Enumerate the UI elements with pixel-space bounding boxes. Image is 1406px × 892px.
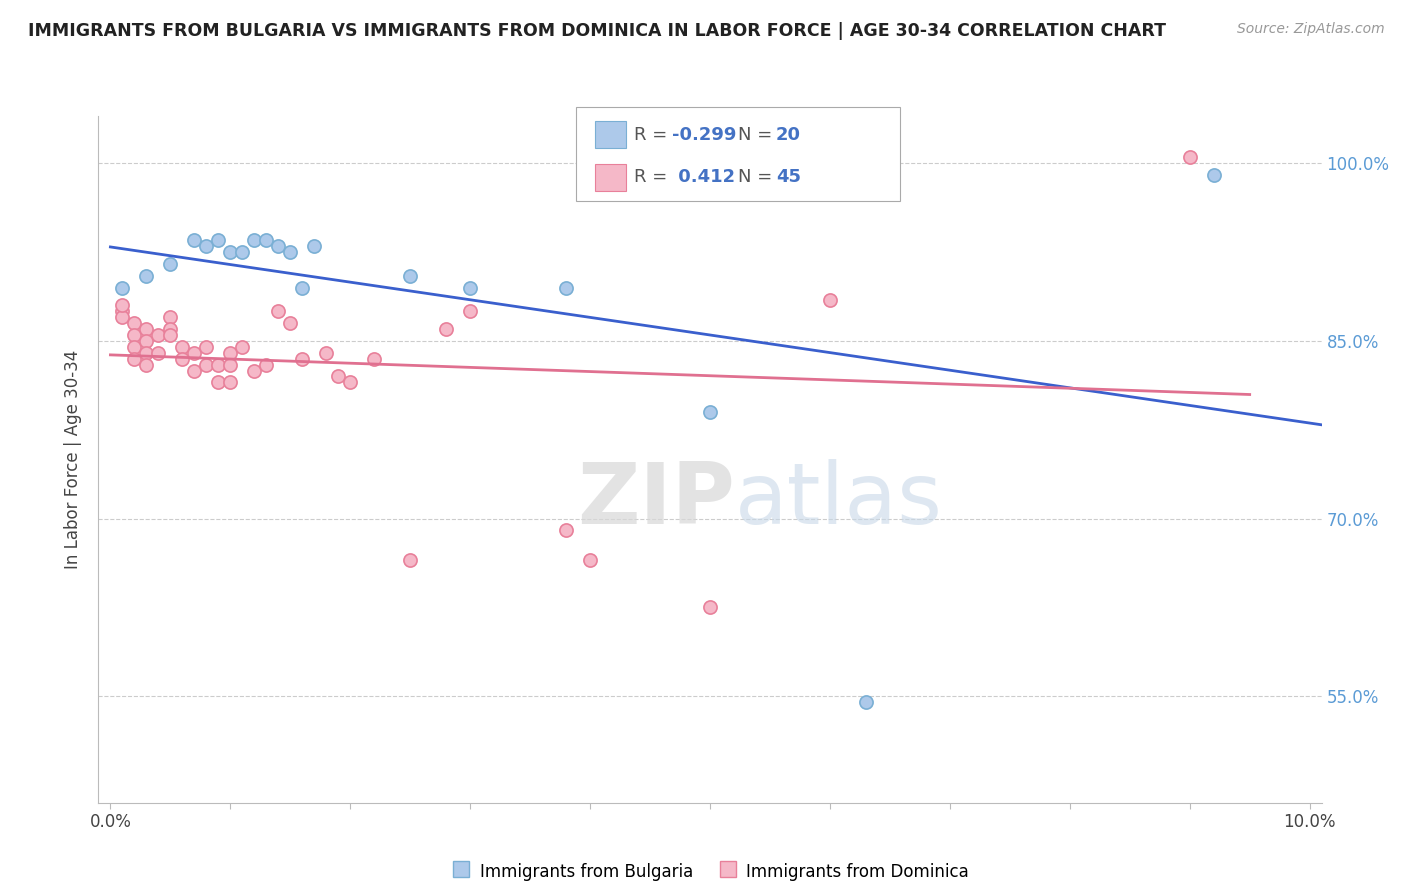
Point	[579, 553, 602, 567]
Point	[243, 233, 266, 247]
Point	[555, 524, 578, 538]
Point	[195, 340, 218, 354]
Point	[183, 363, 205, 377]
Text: 20: 20	[776, 126, 801, 144]
Point	[399, 268, 422, 283]
Point	[434, 322, 457, 336]
Point	[159, 328, 181, 343]
Point	[159, 322, 181, 336]
Point	[1178, 150, 1201, 164]
Point	[243, 363, 266, 377]
Point	[328, 369, 350, 384]
Point	[267, 239, 290, 253]
Point	[135, 268, 157, 283]
Point	[699, 600, 721, 615]
Point	[278, 245, 301, 260]
Point	[135, 358, 157, 372]
Point	[458, 281, 481, 295]
Point	[699, 405, 721, 419]
Text: Source: ZipAtlas.com: Source: ZipAtlas.com	[1237, 22, 1385, 37]
Text: R =: R =	[634, 169, 673, 186]
Point	[183, 233, 205, 247]
Point	[148, 328, 170, 343]
Point	[1202, 168, 1225, 182]
Text: IMMIGRANTS FROM BULGARIA VS IMMIGRANTS FROM DOMINICA IN LABOR FORCE | AGE 30-34 : IMMIGRANTS FROM BULGARIA VS IMMIGRANTS F…	[28, 22, 1166, 40]
Point	[291, 281, 314, 295]
Point	[219, 346, 242, 360]
Point	[399, 553, 422, 567]
Point	[111, 310, 134, 325]
Point	[231, 245, 253, 260]
Point	[159, 257, 181, 271]
Point	[458, 304, 481, 318]
Point	[231, 340, 253, 354]
Point	[219, 245, 242, 260]
Point	[124, 340, 146, 354]
Text: -0.299: -0.299	[672, 126, 737, 144]
Point	[291, 351, 314, 366]
Text: atlas: atlas	[734, 459, 942, 542]
Point	[172, 340, 194, 354]
Point	[304, 239, 326, 253]
Point	[195, 358, 218, 372]
Point	[111, 304, 134, 318]
Point	[124, 351, 146, 366]
Point	[267, 304, 290, 318]
Point	[339, 376, 361, 390]
Point	[124, 328, 146, 343]
Point	[278, 316, 301, 330]
Point	[159, 310, 181, 325]
Point	[207, 358, 229, 372]
Text: N =: N =	[738, 169, 778, 186]
Text: ZIP: ZIP	[576, 459, 734, 542]
Legend: Immigrants from Bulgaria, Immigrants from Dominica: Immigrants from Bulgaria, Immigrants fro…	[444, 855, 976, 888]
Point	[195, 239, 218, 253]
Point	[135, 346, 157, 360]
Point	[135, 322, 157, 336]
Point	[111, 298, 134, 312]
Point	[254, 233, 277, 247]
Text: 45: 45	[776, 169, 801, 186]
Point	[219, 376, 242, 390]
Text: R =: R =	[634, 126, 673, 144]
Point	[219, 358, 242, 372]
Y-axis label: In Labor Force | Age 30-34: In Labor Force | Age 30-34	[65, 350, 83, 569]
Point	[555, 281, 578, 295]
Point	[183, 346, 205, 360]
Point	[172, 351, 194, 366]
Point	[818, 293, 841, 307]
Point	[207, 376, 229, 390]
Point	[148, 346, 170, 360]
Point	[363, 351, 385, 366]
Point	[315, 346, 337, 360]
Point	[124, 316, 146, 330]
Point	[135, 334, 157, 348]
Point	[207, 233, 229, 247]
Text: N =: N =	[738, 126, 778, 144]
Point	[111, 281, 134, 295]
Point	[855, 695, 877, 709]
Text: 0.412: 0.412	[672, 169, 735, 186]
Point	[254, 358, 277, 372]
